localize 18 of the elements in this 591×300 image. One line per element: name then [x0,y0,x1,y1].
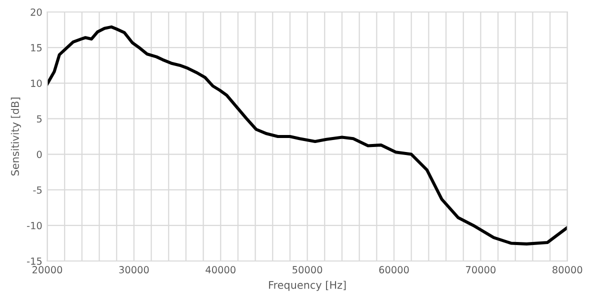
x-tick-label: 30000 [119,266,149,274]
y-tick-label: 0 [36,150,42,158]
x-axis-title: Frequency [Hz] [269,280,346,291]
y-tick-label: 10 [31,80,42,87]
x-tick-label: 20000 [32,266,62,274]
y-axis-title: Sensitivity [dB] [10,98,21,176]
x-tick-label: 60000 [379,266,409,274]
line-series [47,25,568,246]
y-tick-label: -5 [33,186,42,194]
y-tick-label: 20 [30,8,42,16]
y-tick-label: 15 [31,44,42,52]
x-tick-label: 80000 [552,266,582,274]
y-tick-label: 5 [36,115,42,123]
x-tick-label: 70000 [466,266,496,274]
x-tick-label: 50000 [292,266,322,274]
y-tick-label: -15 [27,258,42,265]
y-tick-label: -10 [27,222,42,230]
x-tick-label: 40000 [206,266,236,274]
